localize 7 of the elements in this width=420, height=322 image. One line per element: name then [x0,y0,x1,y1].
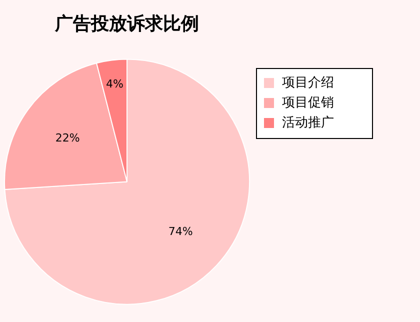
legend-label: 项目促销 [282,95,334,110]
data-label: 74% [168,224,193,238]
data-label: 22% [55,131,80,144]
legend-label: 项目介绍 [282,75,334,90]
legend-label: 活动推广 [282,115,334,130]
data-label: 4% [106,77,124,90]
chart-title: 广告投放诉求比例 [54,13,199,34]
